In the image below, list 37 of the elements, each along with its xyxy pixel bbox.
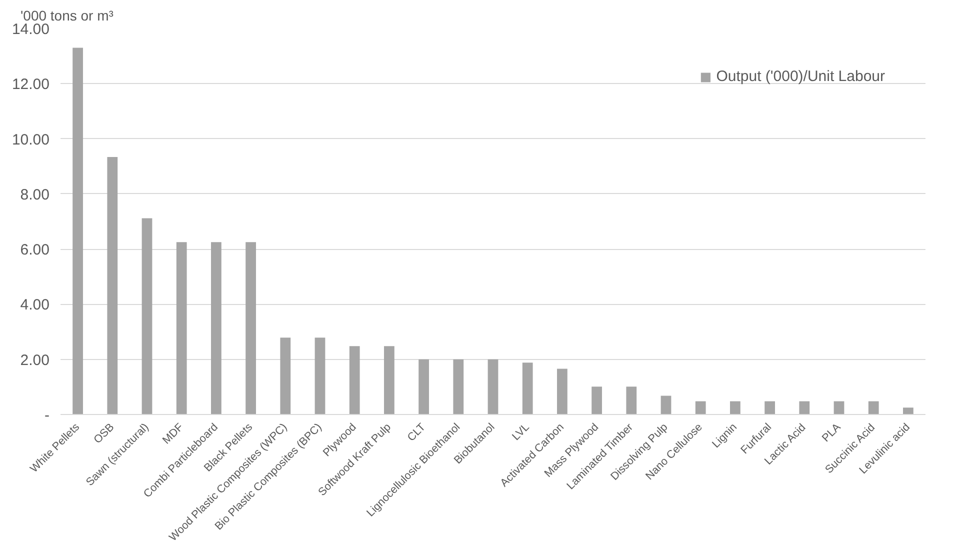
bar xyxy=(799,401,810,414)
bar xyxy=(834,401,844,414)
bar xyxy=(211,242,222,414)
bar xyxy=(142,218,152,414)
bar xyxy=(557,368,568,414)
bar xyxy=(626,386,637,414)
y-tick-label: 4.00 xyxy=(20,296,50,314)
bar xyxy=(522,362,533,414)
bar xyxy=(453,359,464,414)
bar xyxy=(314,338,326,414)
y-tick-label: - xyxy=(44,407,50,424)
bar xyxy=(903,408,914,414)
bar xyxy=(72,48,83,414)
bar xyxy=(868,401,879,414)
bar xyxy=(695,401,706,414)
y-tick-label: 10.00 xyxy=(12,131,50,148)
y-tick-label: 6.00 xyxy=(20,242,50,259)
y-tick-label: 2.00 xyxy=(20,352,50,369)
x-tick-label: PLA xyxy=(820,420,844,444)
bar xyxy=(592,386,602,414)
bar xyxy=(280,338,291,414)
bar xyxy=(107,156,118,414)
bar xyxy=(349,346,360,414)
bar xyxy=(418,359,429,414)
legend-label: Output ('000)/Unit Labour xyxy=(716,68,885,85)
bar xyxy=(176,242,187,414)
bar xyxy=(660,396,672,414)
y-tick-label: 8.00 xyxy=(20,186,50,204)
bar xyxy=(730,401,740,414)
x-tick-label: LVL xyxy=(510,421,532,444)
bar xyxy=(488,359,498,414)
bar xyxy=(384,346,394,414)
y-axis-title: '000 tons or m³ xyxy=(20,8,114,24)
y-tick-label: 14.00 xyxy=(12,21,50,38)
bar xyxy=(764,401,775,414)
bar xyxy=(246,242,256,414)
y-tick-label: 12.00 xyxy=(12,76,50,94)
